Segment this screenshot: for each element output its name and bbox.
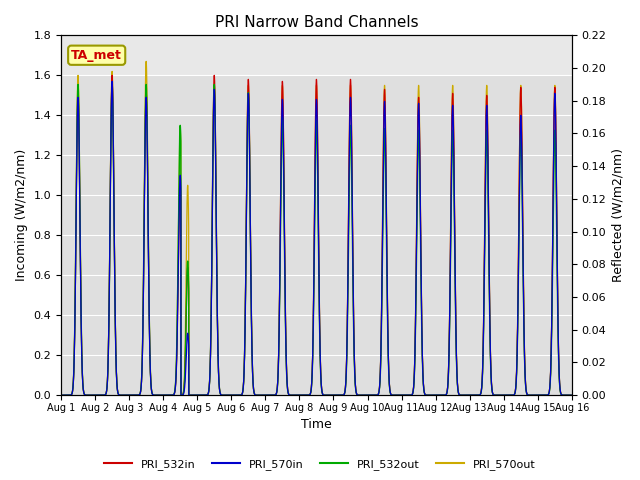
Y-axis label: Incoming (W/m2/nm): Incoming (W/m2/nm) bbox=[15, 149, 28, 281]
Text: TA_met: TA_met bbox=[71, 49, 122, 62]
PRI_570in bbox=[248, 361, 256, 367]
PRI_532in bbox=[387, 391, 394, 396]
X-axis label: Time: Time bbox=[301, 419, 332, 432]
PRI_532out bbox=[566, 392, 574, 398]
PRI_532out bbox=[248, 361, 256, 367]
PRI_570in bbox=[161, 392, 169, 398]
PRI_570out bbox=[566, 392, 574, 398]
PRI_570out bbox=[387, 391, 394, 396]
PRI_532out bbox=[460, 392, 467, 398]
PRI_570in bbox=[108, 79, 116, 84]
PRI_532out bbox=[57, 392, 65, 398]
Line: PRI_570in: PRI_570in bbox=[61, 82, 572, 395]
PRI_532in bbox=[166, 392, 174, 398]
PRI_532in bbox=[566, 392, 574, 398]
PRI_532in bbox=[161, 392, 169, 398]
PRI_570out bbox=[161, 392, 169, 398]
PRI_532out bbox=[161, 392, 169, 398]
PRI_570in bbox=[568, 392, 576, 398]
Title: PRI Narrow Band Channels: PRI Narrow Band Channels bbox=[214, 15, 419, 30]
PRI_570out bbox=[57, 392, 65, 398]
PRI_570in bbox=[566, 392, 574, 398]
PRI_570in bbox=[460, 392, 467, 398]
PRI_532out bbox=[74, 82, 82, 87]
PRI_532in bbox=[57, 392, 65, 398]
PRI_532out bbox=[387, 391, 394, 397]
PRI_570in bbox=[387, 391, 394, 396]
Line: PRI_570out: PRI_570out bbox=[61, 61, 572, 395]
Line: PRI_532out: PRI_532out bbox=[61, 84, 572, 395]
PRI_570in bbox=[57, 392, 65, 398]
PRI_570out bbox=[460, 392, 467, 398]
PRI_532in bbox=[568, 392, 576, 398]
PRI_570in bbox=[166, 392, 174, 398]
PRI_532in bbox=[108, 72, 116, 78]
PRI_532in bbox=[460, 392, 467, 398]
Legend: PRI_532in, PRI_570in, PRI_532out, PRI_570out: PRI_532in, PRI_570in, PRI_532out, PRI_57… bbox=[100, 455, 540, 474]
PRI_570out bbox=[142, 59, 150, 64]
PRI_570out bbox=[568, 392, 576, 398]
Bar bbox=[61, 75, 572, 395]
PRI_532out bbox=[568, 392, 576, 398]
PRI_570out bbox=[166, 392, 174, 398]
PRI_532in bbox=[248, 360, 256, 365]
PRI_532out bbox=[166, 392, 174, 398]
PRI_570out bbox=[248, 360, 256, 366]
Line: PRI_532in: PRI_532in bbox=[61, 75, 572, 395]
Y-axis label: Reflected (W/m2/nm): Reflected (W/m2/nm) bbox=[612, 148, 625, 282]
